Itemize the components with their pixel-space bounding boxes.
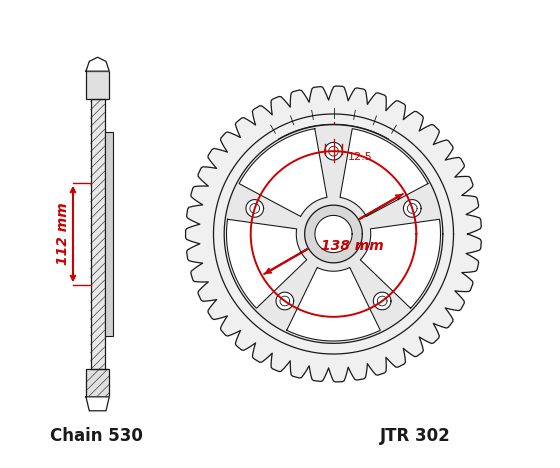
Polygon shape (239, 129, 327, 217)
Polygon shape (403, 199, 421, 217)
Polygon shape (105, 132, 113, 336)
Polygon shape (287, 268, 380, 341)
Polygon shape (374, 292, 391, 310)
Polygon shape (315, 215, 352, 253)
Text: 138 mm: 138 mm (321, 239, 384, 253)
Polygon shape (276, 292, 293, 310)
Polygon shape (340, 129, 428, 217)
Text: 112 mm: 112 mm (56, 203, 70, 265)
Polygon shape (305, 205, 362, 263)
Polygon shape (325, 142, 342, 160)
Polygon shape (226, 219, 307, 308)
Polygon shape (246, 199, 264, 217)
Polygon shape (224, 124, 443, 344)
Text: Chain 530: Chain 530 (50, 427, 143, 446)
Polygon shape (185, 86, 481, 382)
Text: JTR 302: JTR 302 (380, 427, 450, 446)
Polygon shape (86, 71, 109, 99)
Polygon shape (86, 369, 109, 397)
Text: 12.5: 12.5 (347, 152, 372, 162)
Polygon shape (86, 397, 109, 411)
Polygon shape (360, 219, 441, 308)
Polygon shape (91, 71, 105, 397)
Polygon shape (86, 57, 109, 71)
